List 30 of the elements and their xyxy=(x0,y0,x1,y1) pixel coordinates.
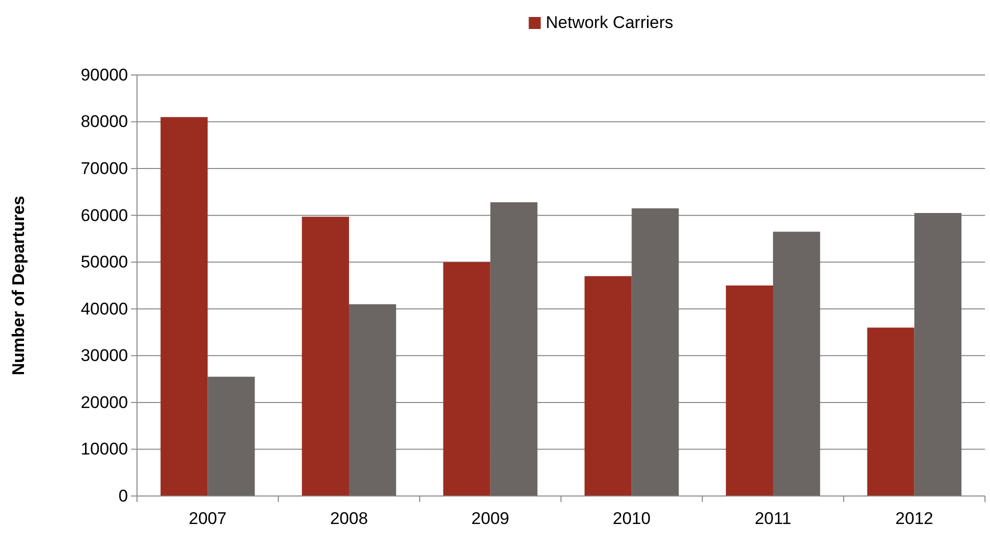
bar xyxy=(160,117,208,496)
y-tick-label: 0 xyxy=(118,486,128,506)
y-tick-label: 90000 xyxy=(80,65,128,84)
bar xyxy=(773,232,820,496)
y-tick-label: 80000 xyxy=(80,112,128,132)
x-tick-label: 2008 xyxy=(330,509,368,528)
y-tick-label: 20000 xyxy=(80,392,128,412)
x-tick-label: 2010 xyxy=(612,509,651,528)
y-tick-label: 10000 xyxy=(80,440,128,459)
y-tick-label: 70000 xyxy=(80,158,128,178)
legend-label: Network Carriers xyxy=(546,13,674,32)
x-tick-label: 2007 xyxy=(188,509,227,528)
bar xyxy=(584,276,632,496)
bar xyxy=(914,212,962,496)
bar xyxy=(726,286,773,496)
bar xyxy=(443,262,490,496)
y-tick-label: 60000 xyxy=(80,206,128,225)
bar xyxy=(208,376,255,496)
bar xyxy=(302,216,349,496)
bar xyxy=(632,208,679,496)
x-tick-label: 2009 xyxy=(471,509,510,528)
x-tick-label: 2012 xyxy=(895,509,934,528)
bar xyxy=(490,202,538,496)
bar xyxy=(867,328,914,496)
y-tick-label: 40000 xyxy=(80,299,128,318)
y-tick-label: 30000 xyxy=(80,346,128,366)
x-tick-label: 2011 xyxy=(754,509,792,528)
bar xyxy=(349,304,396,496)
y-axis-title: Number of Departures xyxy=(9,196,28,376)
y-tick-label: 50000 xyxy=(80,252,128,272)
